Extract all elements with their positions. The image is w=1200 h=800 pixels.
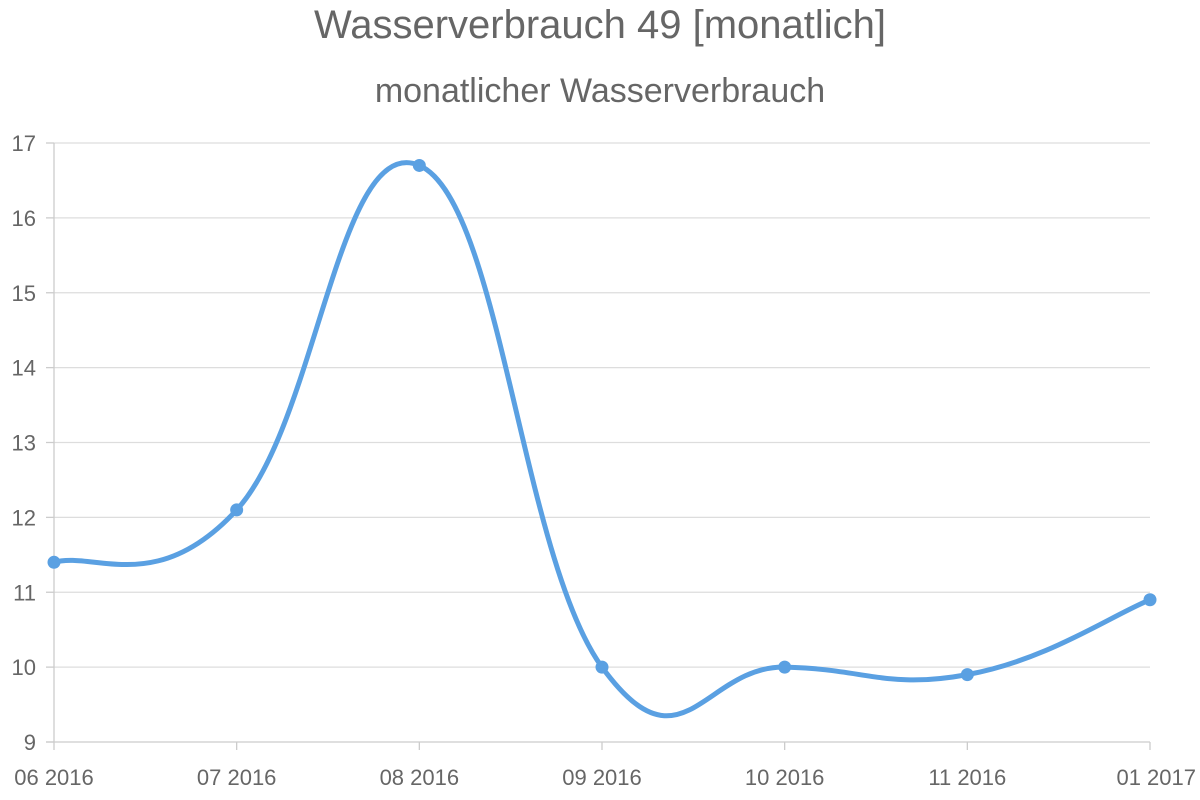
y-tick-label: 14 (12, 356, 36, 381)
x-tick-label: 08 2016 (380, 765, 460, 790)
y-tick-label: 13 (12, 431, 36, 456)
x-tick-labels: 06 2016 07 2016 08 2016 09 2016 10 2016 11 20… (14, 765, 1196, 790)
chart-title: Wasserverbrauch 49 [monatlich] (313, 3, 887, 47)
y-tick-label: 15 (12, 281, 36, 306)
x-tick-label: 09 2016 (562, 765, 642, 790)
data-points (47, 158, 1157, 682)
data-point[interactable] (230, 503, 244, 517)
data-point[interactable] (412, 158, 426, 172)
y-tick-label: 11 (13, 580, 36, 605)
data-point[interactable] (595, 660, 609, 674)
y-tick-labels: 9 10 11 12 13 14 15 16 17 (12, 131, 36, 755)
x-tick-label: 07 2016 (197, 765, 277, 790)
chart-subtitle: monatlicher Wasserverbrauch (374, 72, 826, 110)
series-line (51, 160, 1153, 719)
data-point[interactable] (47, 555, 61, 569)
y-tick-label: 16 (12, 206, 36, 231)
y-tick-label: 12 (12, 505, 36, 530)
x-tick-label: 01 2017 (1116, 765, 1196, 790)
data-point[interactable] (960, 668, 974, 682)
y-tick-label: 9 (24, 730, 36, 755)
data-point[interactable] (778, 660, 792, 674)
x-tick-label: 06 2016 (14, 765, 94, 790)
x-tick-label: 11 2016 (928, 765, 1006, 790)
series-layer (51, 160, 1153, 719)
y-tick-label: 10 (12, 655, 36, 680)
axes (46, 142, 1151, 750)
data-point[interactable] (1143, 593, 1157, 607)
y-tick-label: 17 (12, 131, 36, 156)
x-tick-label: 10 2016 (745, 765, 825, 790)
grid-lines (54, 142, 1150, 668)
